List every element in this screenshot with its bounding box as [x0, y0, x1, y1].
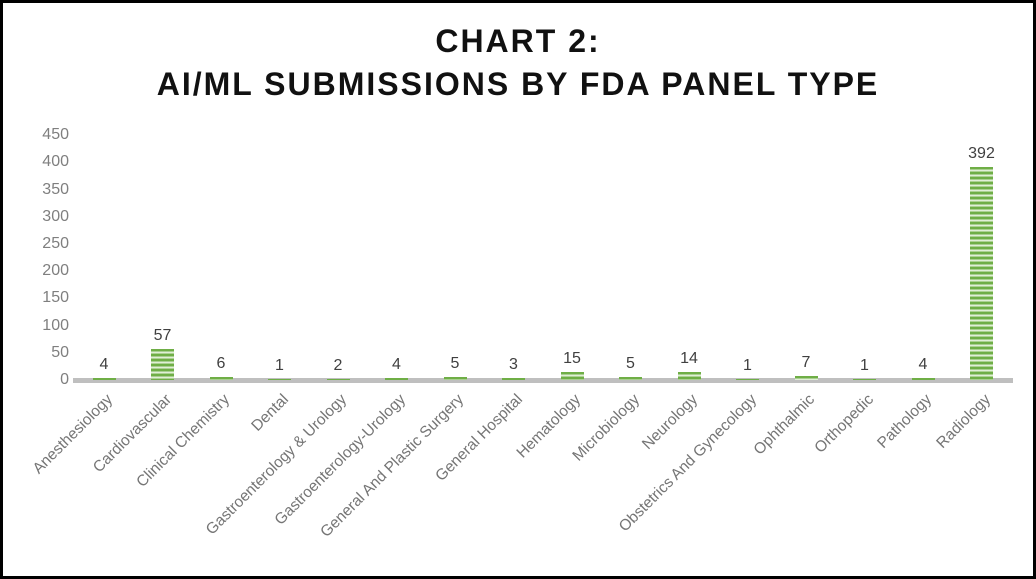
y-axis-tick-label: 50 — [51, 343, 69, 361]
bar — [794, 376, 818, 380]
chart-title-line2: AI/ML SUBMISSIONS BY FDA PANEL TYPE — [156, 66, 880, 102]
chart-title-line1: CHART 2: — [435, 23, 601, 59]
bar-value-label: 57 — [153, 326, 172, 344]
bar — [92, 377, 116, 380]
y-axis-tick-label: 400 — [42, 153, 69, 171]
bar-value-label: 1 — [743, 357, 752, 375]
y-axis-tick-label: 300 — [42, 207, 69, 225]
bar — [853, 379, 876, 380]
bar-value-label: 2 — [333, 356, 343, 374]
bar-value-label: 1 — [860, 357, 869, 375]
y-axis-tick-label: 450 — [42, 126, 69, 144]
y-axis-tick-label: 350 — [42, 180, 69, 198]
bar-value-label: 5 — [626, 355, 635, 373]
bar-value-label: 5 — [450, 355, 460, 373]
bar-value-label: 1 — [275, 357, 284, 375]
bar-value-label: 4 — [99, 355, 109, 373]
y-axis-tick-label: 150 — [42, 289, 69, 307]
bar — [736, 379, 759, 380]
y-axis-tick-label: 250 — [42, 235, 69, 252]
bar — [619, 377, 642, 380]
bar — [560, 371, 584, 380]
bar-value-label: 392 — [968, 144, 995, 162]
bar-value-label: 14 — [680, 350, 698, 368]
bar-value-label: 6 — [216, 354, 226, 372]
bar — [970, 166, 993, 380]
chart-title: CHART 2: AI/ML SUBMISSIONS BY FDA PANEL … — [3, 20, 1033, 106]
bar-value-label: 3 — [509, 356, 518, 374]
bar — [443, 377, 467, 380]
bar-value-label: 4 — [918, 355, 928, 373]
y-axis-tick-label: 100 — [42, 316, 69, 334]
bar — [502, 378, 525, 380]
bar — [326, 378, 350, 380]
bar — [268, 379, 291, 380]
bar — [911, 377, 935, 380]
bar-value-label: 15 — [563, 349, 581, 367]
bar-value-label: 7 — [801, 354, 811, 372]
bar — [677, 372, 701, 380]
bar — [151, 348, 174, 380]
y-axis-tick-label: 200 — [42, 262, 69, 280]
bar — [209, 376, 233, 380]
x-axis-line — [73, 378, 1013, 383]
bar-value-label: 4 — [392, 355, 401, 373]
y-axis-tick-label: 0 — [60, 371, 69, 388]
bar — [385, 377, 408, 380]
